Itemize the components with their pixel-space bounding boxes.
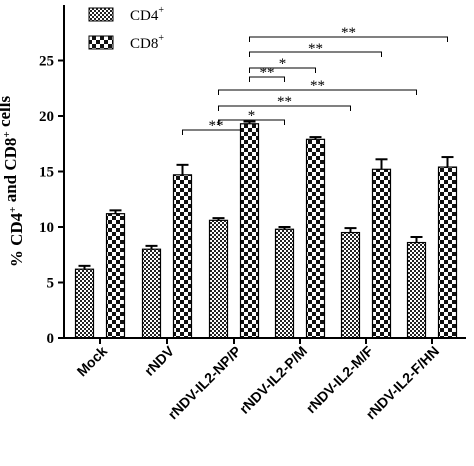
significance-label-7: ** [341,25,356,41]
bar-cd4-5 [406,241,427,339]
significance-layer: ************** [182,25,448,135]
bar-cd4-2 [208,219,229,339]
y-axis-label: % CD4+ and CD8+ cells [0,95,26,267]
significance-bracket-2 [218,105,351,111]
y-tick-label-15: 15 [39,165,54,181]
bar-cd8-2 [239,123,260,339]
y-tick-label-0: 0 [47,331,55,347]
x-tick-label-0: Mock [73,343,110,380]
y-tick-label-20: 20 [39,109,54,125]
significance-bracket-6 [249,51,382,57]
legend-swatch-cd4 [88,7,114,22]
y-tick-label-10: 10 [39,220,54,236]
bars-layer [74,120,458,339]
significance-bracket-3 [218,89,417,95]
bar-cd8-4 [371,168,392,339]
legend-label-cd4: CD4+ [130,5,164,24]
bar-cd8-5 [437,166,458,339]
x-tick-label-3: rNDV-IL2-P/M [236,343,310,417]
significance-label-5: * [279,56,287,72]
bar-cd8-3 [305,138,326,339]
legend-swatch-cd8 [88,35,114,50]
bar-cd4-0 [74,268,95,339]
bar-cd4-4 [340,231,361,339]
significance-label-6: ** [308,41,323,57]
significance-bracket-5 [249,67,316,73]
bar-cd8-1 [172,174,193,339]
significance-label-4: ** [260,65,275,81]
significance-bracket-7 [249,36,448,42]
y-tick-label-5: 5 [47,276,55,292]
significance-label-0: ** [209,118,224,134]
x-tick-label-1: rNDV [141,342,178,379]
legend: CD4+ CD8+ [88,5,164,52]
bar-cd8-0 [105,213,126,339]
significance-bracket-4 [249,76,285,82]
x-tick-label-4: rNDV-IL2-M/F [303,342,377,416]
y-tick-label-25: 25 [39,54,54,70]
bar-cd4-3 [274,228,295,339]
significance-label-2: ** [277,94,292,110]
significance-bracket-1 [218,119,285,125]
legend-label-cd8: CD8+ [130,33,164,52]
bar-cd4-1 [141,248,162,339]
significance-label-3: ** [310,78,325,94]
significance-label-1: * [248,108,256,124]
x-tick-label-2: rNDV-IL2-NP/P [165,343,245,423]
